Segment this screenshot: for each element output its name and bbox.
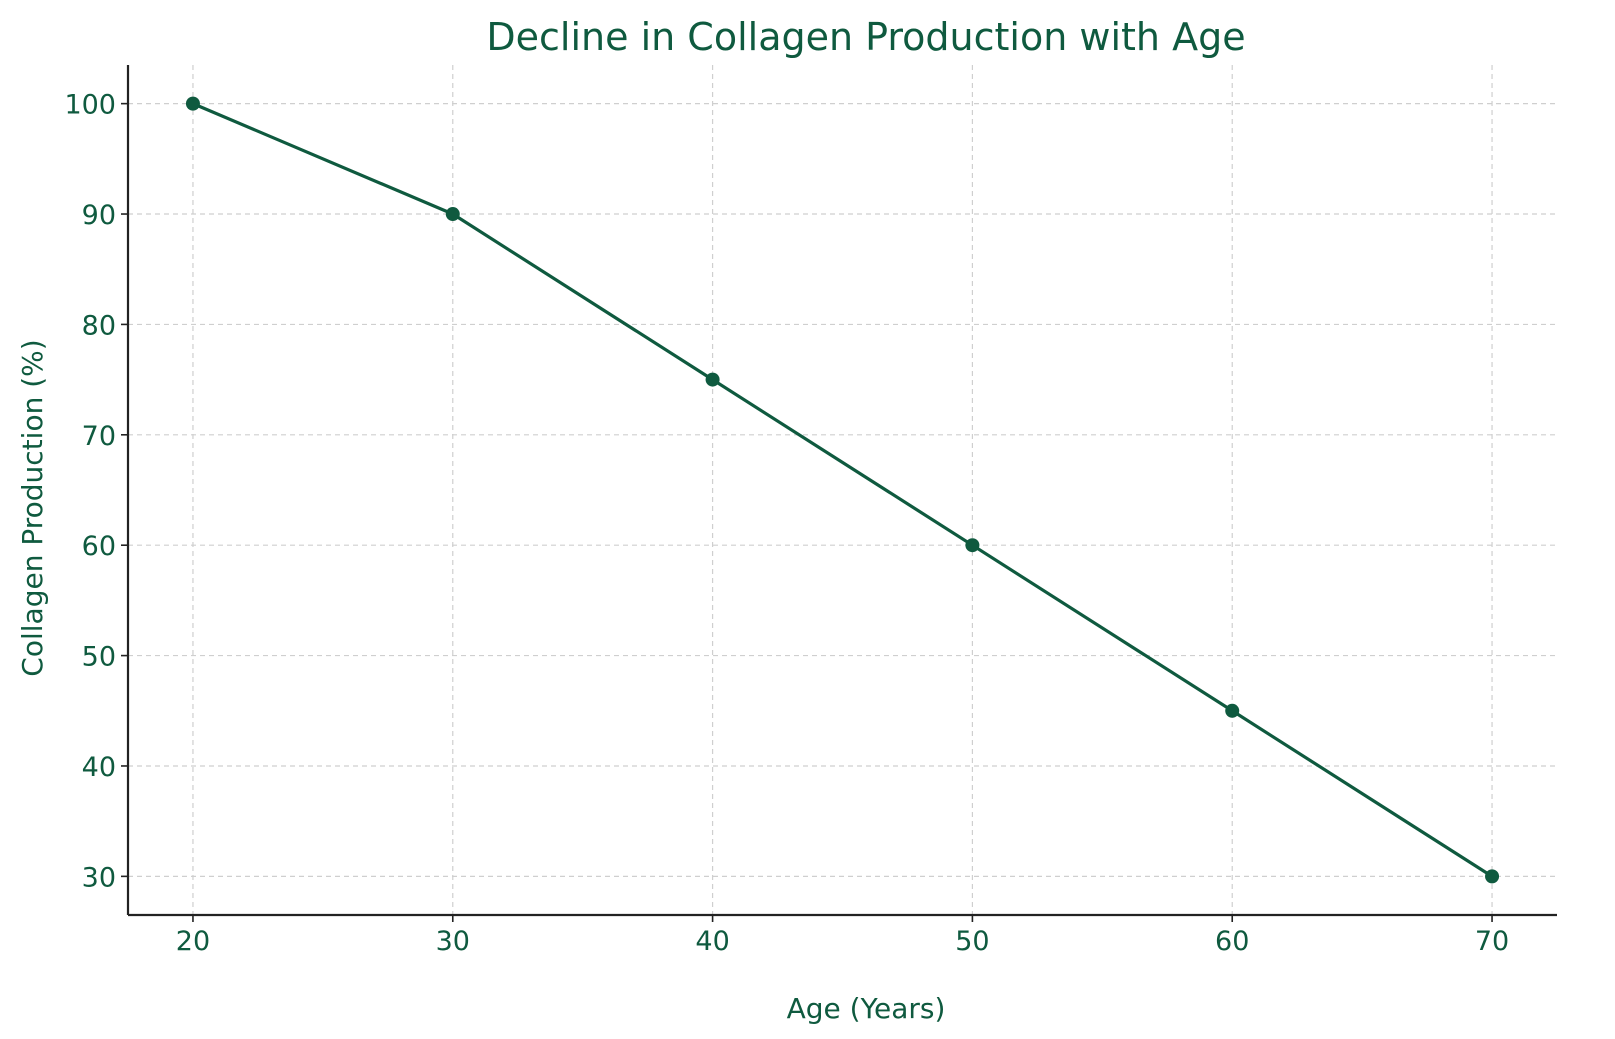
labels: Decline in Collagen Production with Age … [16,15,1246,1025]
y-tick-label: 30 [82,862,116,893]
data-point [185,96,200,111]
y-tick-label: 70 [82,421,116,452]
ticks: 20 30 40 50 60 70 30 40 50 60 70 80 90 100 [64,90,1509,957]
x-tick-label: 40 [695,926,729,957]
x-axis-label: Age (Years) [787,992,946,1025]
x-tick-label: 50 [955,926,989,957]
axes [126,65,1557,917]
data-point [445,207,460,222]
chart-title: Decline in Collagen Production with Age [486,15,1245,59]
data-point [965,538,980,553]
y-tick-label: 60 [82,531,116,562]
x-tick-label: 60 [1215,926,1249,957]
x-tick-label: 20 [176,926,210,957]
data-point [705,372,720,387]
grid [128,65,1557,915]
y-tick-label: 100 [64,90,116,121]
series [185,96,1500,884]
y-tick-label: 80 [82,310,116,341]
y-axis-label: Collagen Production (%) [16,339,49,676]
series-line [191,102,1494,878]
x-tick-label: 30 [436,926,470,957]
y-tick-label: 90 [82,200,116,231]
data-point [1485,869,1500,884]
data-point [1225,703,1240,718]
y-tick-label: 40 [82,752,116,783]
y-tick-label: 50 [82,642,116,673]
x-tick-label: 70 [1475,926,1509,957]
